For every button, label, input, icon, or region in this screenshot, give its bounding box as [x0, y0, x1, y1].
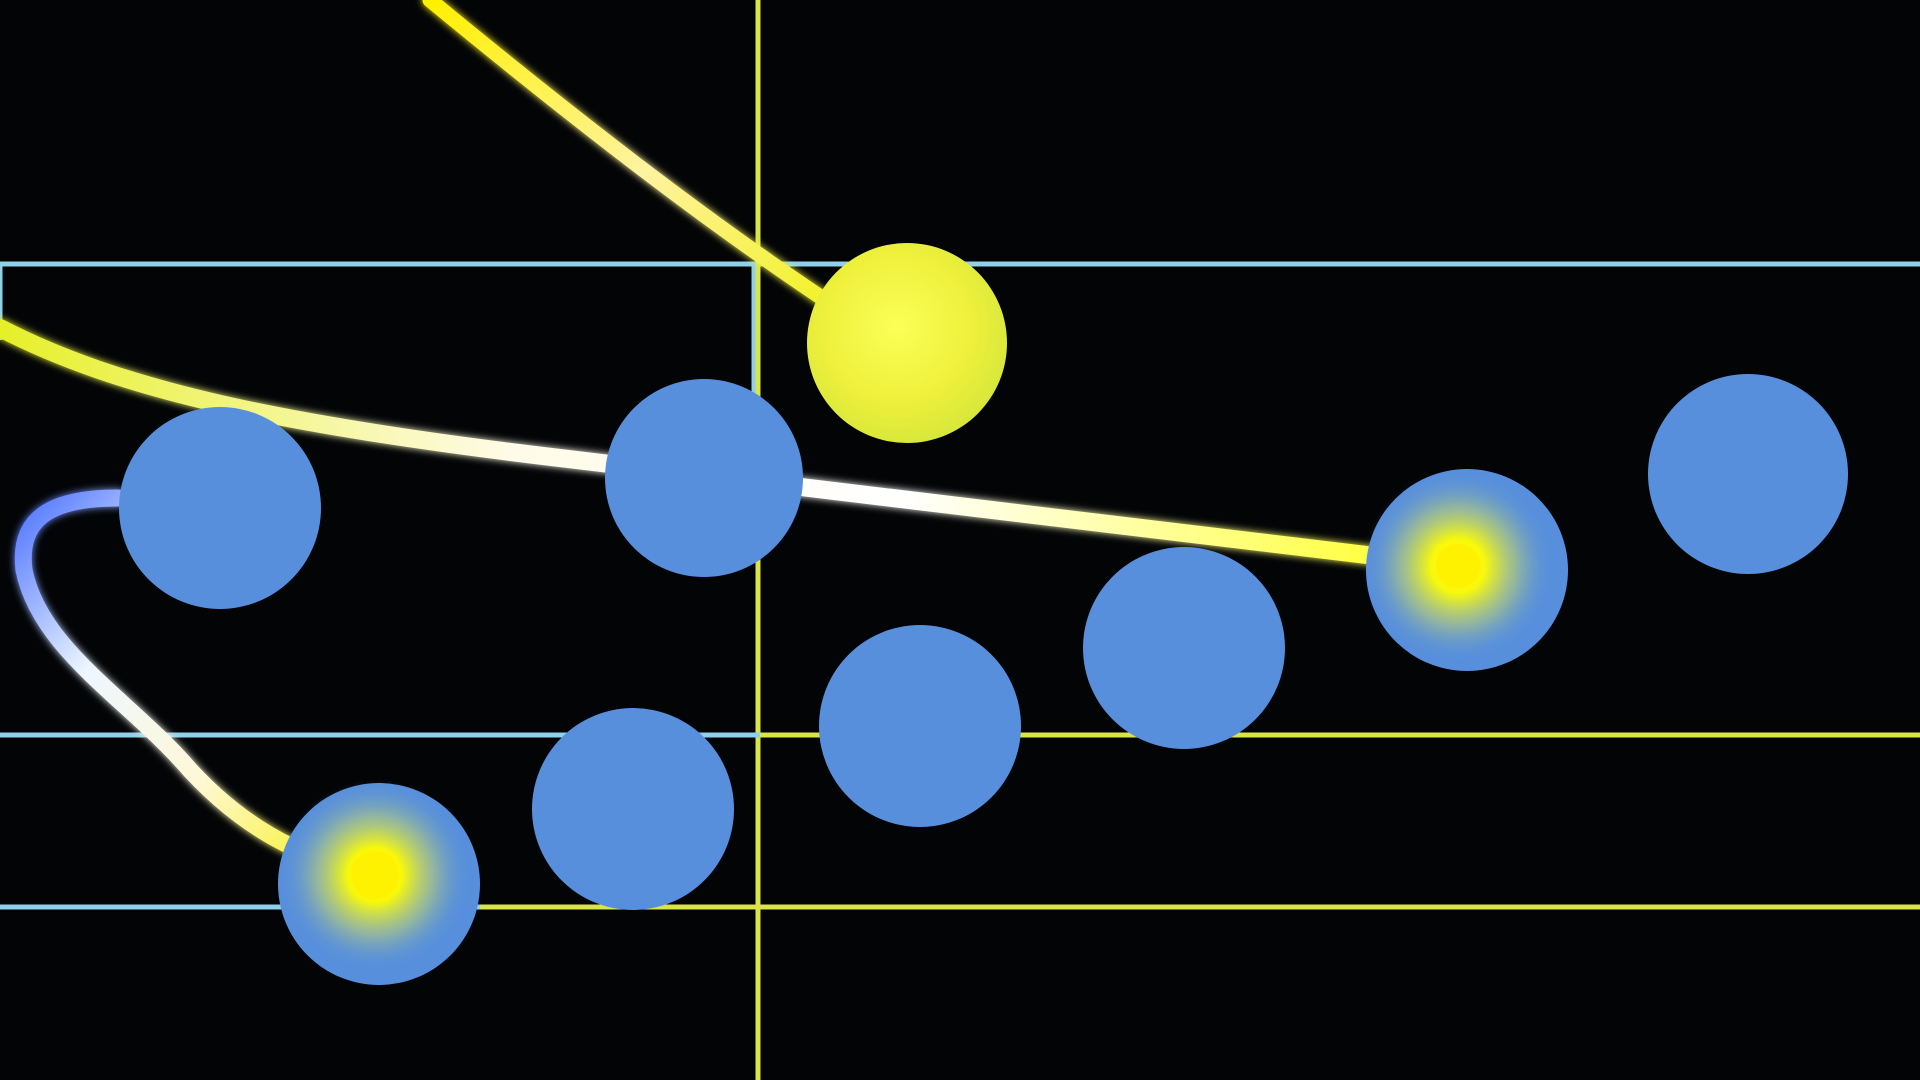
- target-7-hit-core: [351, 851, 399, 899]
- target-3-yellow-active-note[interactable]: [807, 243, 1007, 443]
- target-6-blue-note[interactable]: [1083, 547, 1285, 749]
- target-1-blue-note[interactable]: [119, 407, 321, 609]
- target-8-blue-note[interactable]: [532, 708, 734, 910]
- target-5-hit-core: [1436, 544, 1480, 588]
- target-2-blue-note[interactable]: [605, 379, 803, 577]
- top-approach-trail: [422, 0, 836, 310]
- target-4-blue-note[interactable]: [1648, 374, 1848, 574]
- target-9-blue-note[interactable]: [819, 625, 1021, 827]
